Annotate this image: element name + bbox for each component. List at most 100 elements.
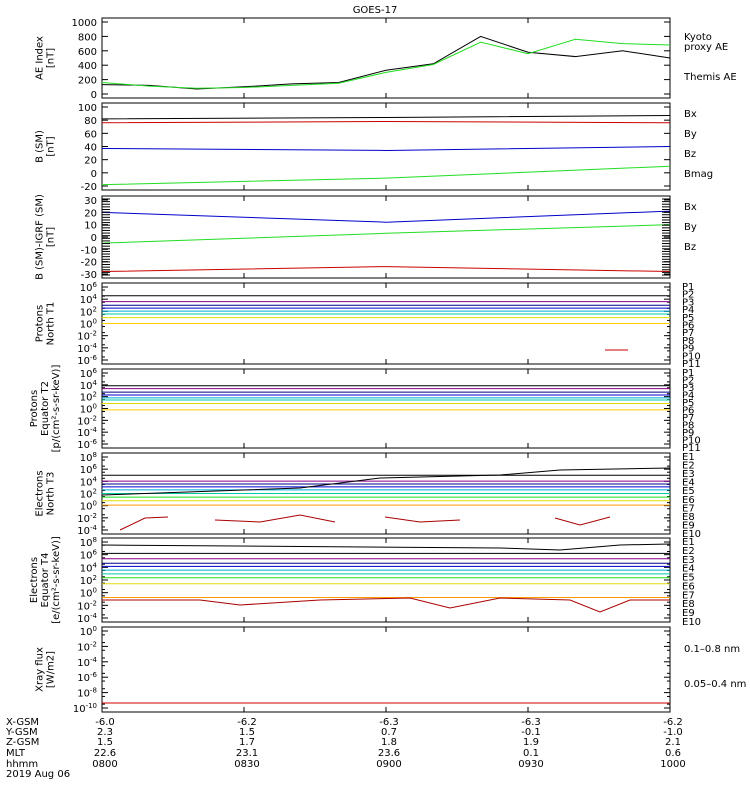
y-axis-label: AE Index	[35, 36, 46, 80]
orbit-row-label: Z-GSM	[6, 737, 39, 748]
panel-frame	[101, 195, 671, 279]
orbit-value: -6.0	[95, 717, 115, 728]
legend-entry: P7	[682, 328, 694, 339]
y-tick-label: 106	[80, 549, 98, 562]
panel-bsm: 100 80 60 40 20 0 -20 B (SM) [nT] Bx By Bz Bmag	[35, 102, 713, 193]
y-tick-label: 10-2	[77, 640, 97, 653]
legend-entry: Themis AE	[683, 72, 737, 83]
legend-entry: 0.1–0.8 nm	[684, 644, 740, 655]
y-tick-label: 102	[80, 488, 97, 501]
orbit-row-label: Y-GSM	[5, 727, 38, 738]
legend-entry: P2	[682, 376, 694, 387]
y-tick-label: 20	[84, 156, 97, 167]
legend-entry: Bmag	[684, 169, 713, 180]
legend-entry: P8	[682, 336, 694, 347]
orbit-value: 0900	[376, 759, 401, 770]
y-tick-label: 104	[80, 561, 98, 574]
orbit-value: -0.1	[521, 727, 541, 738]
legend-entry: P1	[682, 368, 694, 379]
legend-entry: E1	[682, 537, 695, 548]
y-tick-label: 102	[80, 391, 97, 404]
y-axis-label: Protons	[35, 305, 46, 342]
y-tick-label: 102	[80, 574, 97, 587]
orbit-value: 2.1	[665, 737, 681, 748]
legend-entry: E7	[682, 503, 695, 514]
orbit-value: -6.2	[237, 717, 257, 728]
legend-entry: P7	[682, 413, 694, 424]
orbit-value: 1.8	[381, 737, 397, 748]
y-tick-label: 108	[80, 451, 97, 464]
legend-entry: E10	[682, 617, 701, 628]
legend-entry: P4	[682, 391, 694, 402]
y-tick-label: 10-2	[77, 512, 97, 525]
orbit-value: 23.6	[378, 748, 400, 759]
y-tick-label: 10	[84, 221, 97, 232]
orbit-value: 1.5	[97, 737, 113, 748]
legend-entry: P10	[682, 436, 701, 447]
orbit-value: 0.1	[523, 748, 539, 759]
y-tick-label: 10-6	[77, 438, 97, 451]
series-line	[119, 516, 169, 531]
y-tick-label: 100	[80, 403, 97, 416]
orbit-row-label: hhmm	[6, 759, 38, 770]
y-tick-label: 106	[80, 367, 98, 380]
legend-entry: P4	[682, 305, 694, 316]
orbit-value: -1.0	[663, 727, 683, 738]
y-tick-label: -30	[81, 270, 97, 281]
panel-frame	[101, 537, 671, 623]
orbit-value: 0800	[92, 759, 117, 770]
y-tick-label: 10-4	[77, 426, 97, 439]
legend-entry: E6	[682, 495, 695, 506]
y-tick-label: 10-2	[77, 414, 97, 427]
y-tick-label: 200	[78, 76, 97, 87]
y-tick-label: -20	[81, 258, 97, 269]
y-tick-label: 400	[78, 61, 97, 72]
y-tick-label: 100	[80, 625, 97, 638]
orbit-value: -6.3	[521, 717, 541, 728]
y-axis-label: Equator T4	[40, 553, 51, 608]
y-tick-label: 0	[91, 169, 97, 180]
y-tick-label: -10	[81, 245, 97, 256]
y-tick-label: 10-2	[77, 330, 97, 343]
series-line	[101, 35, 671, 90]
y-axis-label: [nT]	[46, 227, 57, 247]
legend-entry: E10	[682, 529, 701, 540]
series-line	[101, 266, 671, 273]
y-tick-label: 108	[80, 536, 97, 549]
legend-entry: E4	[682, 564, 695, 575]
y-axis-label: Xray flux	[35, 647, 46, 692]
orbit-value: 2.3	[97, 727, 113, 738]
legend-entry: By	[684, 222, 697, 233]
series-line	[101, 38, 671, 89]
legend-entry: P3	[682, 297, 694, 308]
legend-entry: proxy AE	[684, 42, 728, 53]
y-tick-label: 10-4	[77, 656, 97, 669]
orbit-value: 0.6	[665, 748, 681, 759]
legend-entry: By	[684, 129, 697, 140]
y-tick-label: 10-4	[77, 342, 97, 355]
y-tick-label: 60	[84, 129, 97, 140]
y-axis-label: North T1	[46, 302, 57, 346]
y-tick-label: 100	[80, 318, 97, 331]
y-tick-label: 0	[91, 233, 97, 244]
legend-entry: Kyoto	[684, 32, 712, 43]
y-tick-label: 104	[80, 293, 98, 306]
orbit-value: 0.7	[381, 727, 397, 738]
y-tick-label: 10-6	[77, 671, 97, 684]
legend-entry: E9	[682, 520, 695, 531]
y-tick-label: 40	[84, 143, 97, 154]
legend-entry: P10	[682, 351, 701, 362]
legend-entry: E8	[682, 599, 695, 610]
orbit-value: -6.3	[379, 717, 399, 728]
legend-entry: P9	[682, 428, 694, 439]
legend-entry: E2	[682, 461, 695, 472]
legend-entry: E2	[682, 546, 695, 557]
series-line	[102, 597, 670, 613]
y-tick-label: 1000	[72, 18, 97, 29]
orbit-value: 1.9	[523, 737, 539, 748]
